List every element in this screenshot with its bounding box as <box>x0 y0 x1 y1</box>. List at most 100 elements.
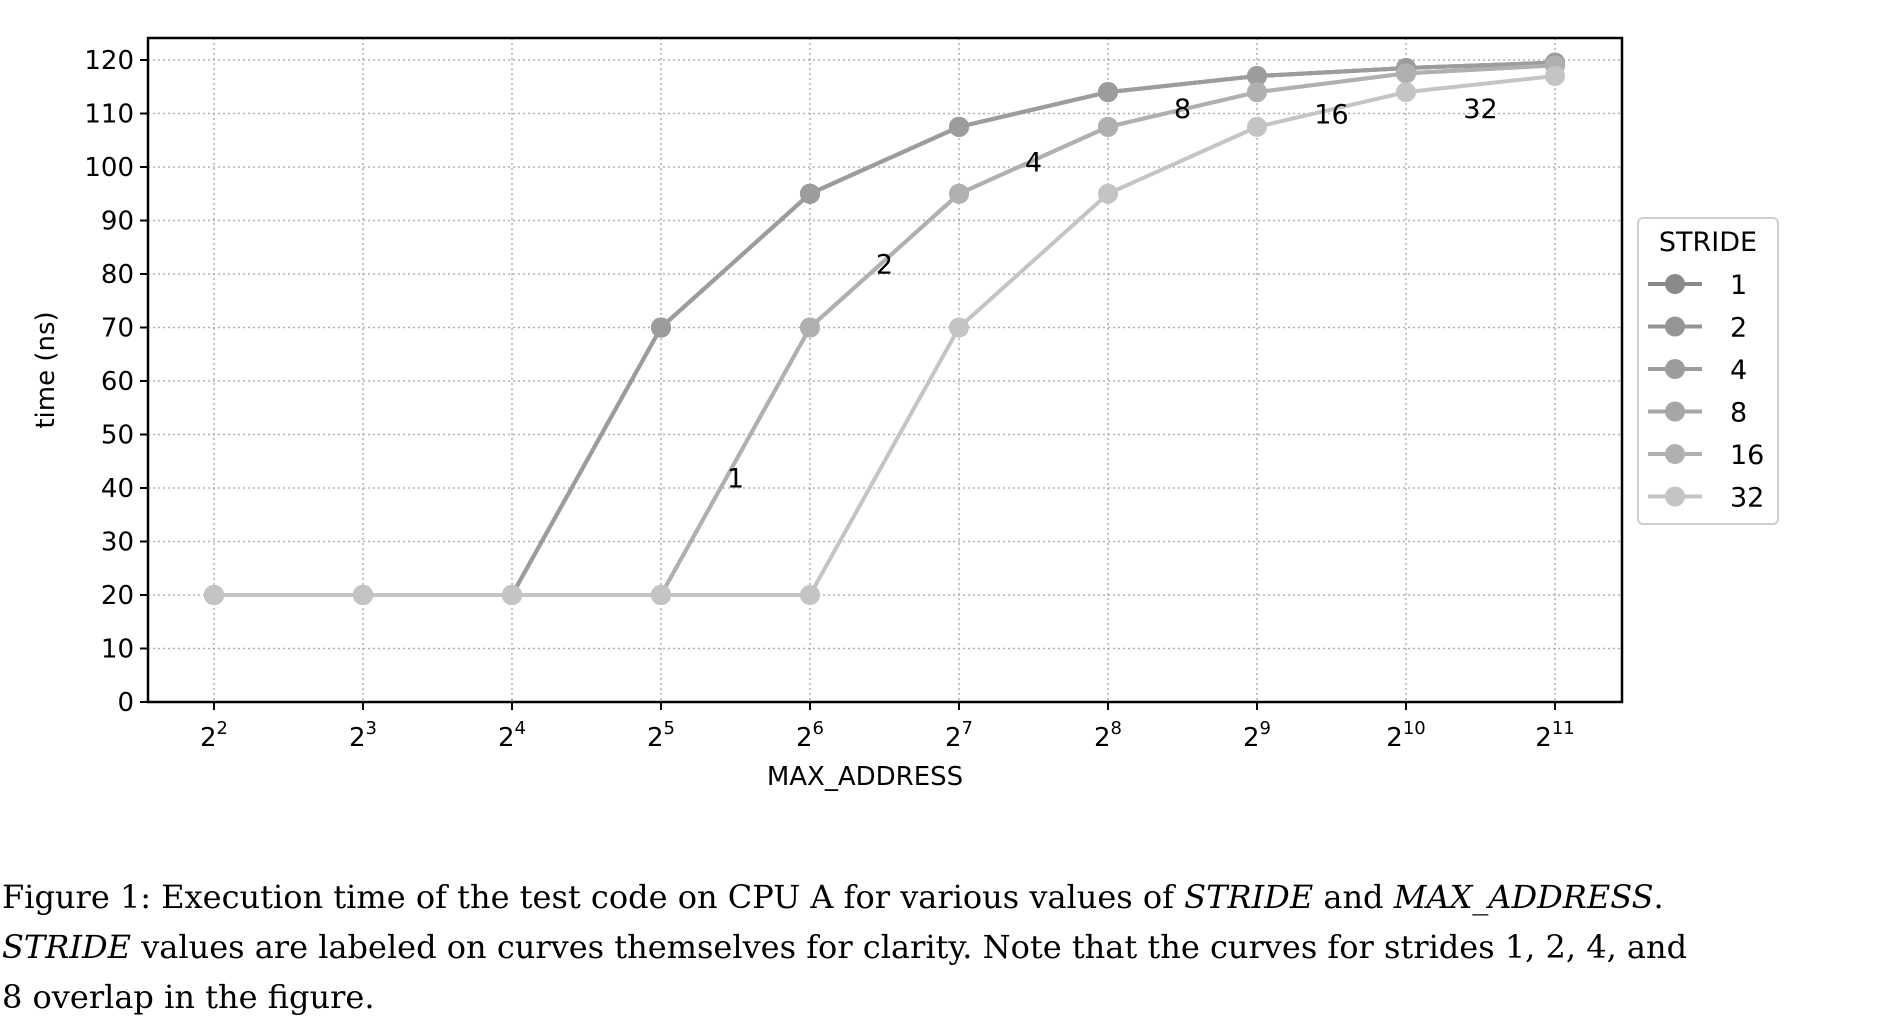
data-point <box>1098 116 1118 137</box>
legend-swatch-marker <box>1665 316 1685 337</box>
legend-label: 1 <box>1730 270 1747 301</box>
data-point <box>353 585 373 605</box>
series-2 <box>204 52 1565 605</box>
y-tick-label: 30 <box>101 528 134 558</box>
series-layer <box>204 52 1565 605</box>
data-point <box>1247 66 1267 87</box>
data-point <box>949 183 969 204</box>
data-point <box>800 317 820 338</box>
curve-label-16: 16 <box>1314 100 1348 131</box>
y-tick-label: 10 <box>101 635 134 665</box>
data-point <box>1098 82 1118 103</box>
y-tick-label: 90 <box>101 207 134 237</box>
data-point <box>1098 183 1118 204</box>
y-tick-label: 40 <box>101 474 134 504</box>
x-tick-label: 22 <box>200 718 228 753</box>
legend-item-16: 16 <box>1648 440 1764 471</box>
y-tick-label: 50 <box>101 421 134 451</box>
legend-item-4: 4 <box>1648 355 1747 386</box>
series-line <box>214 63 1556 597</box>
x-tick-label: 25 <box>647 718 675 753</box>
caption-text: . <box>1653 878 1664 916</box>
x-tick-label: 211 <box>1535 718 1574 753</box>
x-tick-label: 24 <box>498 718 526 753</box>
data-point <box>800 183 820 204</box>
caption-text: 8 overlap in the figure. <box>2 978 375 1016</box>
y-tick-label: 80 <box>101 260 134 290</box>
y-tick-label: 70 <box>101 314 134 344</box>
caption-text: values are labeled on curves themselves … <box>131 928 1688 966</box>
data-point <box>651 585 671 605</box>
y-tick-label: 110 <box>84 100 134 130</box>
data-point <box>1396 63 1416 84</box>
curve-labels: 1 2 4 8 16 32 <box>727 94 1498 494</box>
legend-item-1: 1 <box>1648 270 1747 301</box>
y-tick-label: 120 <box>84 46 134 76</box>
series-16 <box>204 55 1565 605</box>
series-32 <box>204 66 1565 605</box>
x-tick-label: 210 <box>1386 718 1425 753</box>
data-point <box>800 585 820 605</box>
legend-swatch-marker <box>1665 274 1685 294</box>
legend-label: 8 <box>1730 398 1747 429</box>
legend: STRIDE 1 2 4 8 16 32 <box>1637 217 1779 525</box>
data-point <box>949 317 969 338</box>
y-tick-label: 20 <box>101 581 134 611</box>
caption-line-3: 8 overlap in the figure. <box>2 972 1880 1022</box>
legend-item-8: 8 <box>1648 398 1747 429</box>
caption-term-stride: STRIDE <box>2 928 132 966</box>
y-axis-label: time (ns) <box>31 311 61 428</box>
data-point <box>1247 116 1267 137</box>
grid <box>148 38 1622 703</box>
data-point <box>204 585 224 605</box>
legend-title: STRIDE <box>1659 227 1757 258</box>
data-point <box>502 585 522 605</box>
legend-label: 4 <box>1730 355 1747 386</box>
plot-frame <box>146 36 1624 704</box>
curve-label-2: 2 <box>876 249 893 280</box>
curve-label-8: 8 <box>1174 94 1191 125</box>
legend-label: 16 <box>1730 440 1764 471</box>
series-line <box>214 60 1556 597</box>
legend-swatch-marker <box>1665 401 1685 422</box>
series-8 <box>204 55 1565 605</box>
caption-term-stride: STRIDE <box>1184 878 1314 916</box>
series-4 <box>204 52 1565 605</box>
legend-item-32: 32 <box>1648 483 1764 514</box>
series-1 <box>204 52 1565 605</box>
data-point <box>651 317 671 338</box>
legend-swatch-marker <box>1665 444 1685 464</box>
caption-line-1: Figure 1: Execution time of the test cod… <box>2 872 1880 922</box>
x-tick-label: 27 <box>945 718 973 753</box>
curve-label-4: 4 <box>1025 148 1042 179</box>
data-point <box>949 116 969 137</box>
data-point <box>1247 82 1267 103</box>
curve-label-1: 1 <box>727 463 744 494</box>
data-point <box>1396 82 1416 103</box>
y-tick-label: 100 <box>84 153 134 183</box>
figure-caption: Figure 1: Execution time of the test cod… <box>2 872 1880 1022</box>
curve-label-32: 32 <box>1463 94 1497 125</box>
series-line <box>214 63 1556 597</box>
caption-text: and <box>1313 878 1394 916</box>
legend-item-2: 2 <box>1648 313 1747 344</box>
series-line <box>214 74 1556 597</box>
legend-swatch-marker <box>1665 359 1685 379</box>
series-line <box>214 60 1556 597</box>
x-axis-label: MAX_ADDRESS <box>767 762 963 792</box>
caption-text: Figure 1: Execution time of the test cod… <box>2 878 1185 916</box>
legend-swatch-marker <box>1665 486 1685 507</box>
data-point <box>1545 66 1565 87</box>
series-line <box>214 60 1556 597</box>
x-tick-label: 26 <box>796 718 824 753</box>
x-tick-label: 28 <box>1094 718 1122 753</box>
legend-label: 32 <box>1730 483 1764 514</box>
x-tick-label: 23 <box>349 718 377 753</box>
x-tick-label: 29 <box>1243 718 1271 753</box>
legend-label: 2 <box>1730 313 1747 344</box>
y-tick-label: 60 <box>101 367 134 397</box>
caption-term-max-address: MAX_ADDRESS <box>1393 878 1654 916</box>
y-tick-label: 0 <box>117 688 134 718</box>
